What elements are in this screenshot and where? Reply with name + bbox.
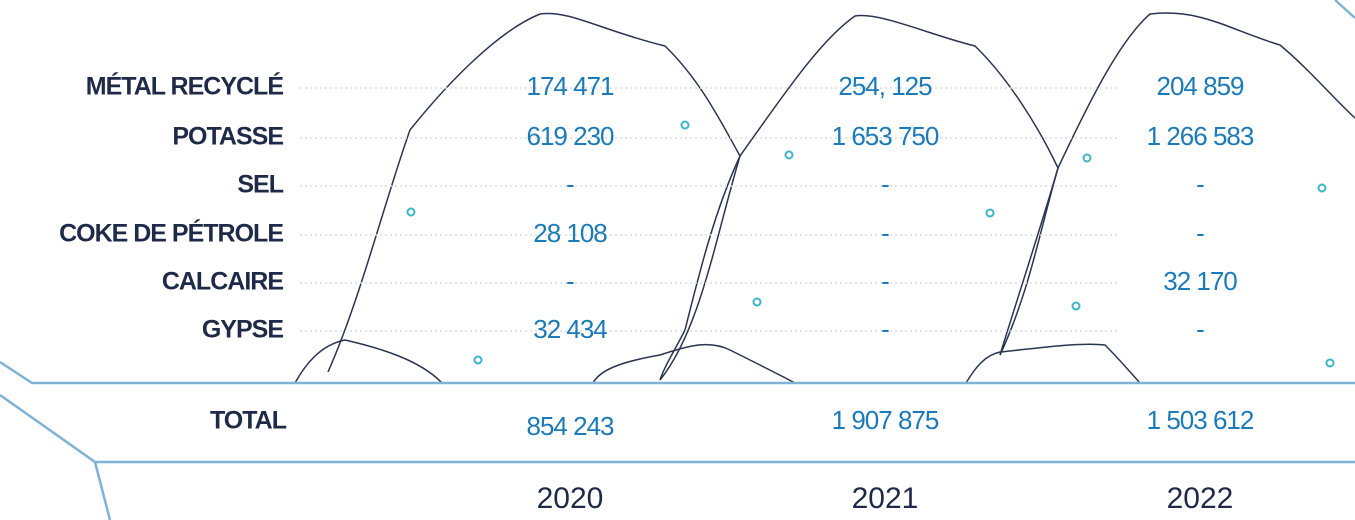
rock xyxy=(327,12,741,381)
bubble xyxy=(680,120,690,130)
row-label: COKE DE PÉTROLE xyxy=(59,219,283,248)
bubble xyxy=(1317,183,1327,193)
row-label: CALCAIRE xyxy=(162,268,283,296)
bubble xyxy=(1082,153,1092,163)
year-label: 2022 xyxy=(1167,482,1234,515)
rock xyxy=(294,339,443,384)
rock xyxy=(659,14,1059,381)
cell-value: - xyxy=(1196,314,1204,344)
bubble xyxy=(985,208,995,218)
cell-value: 32 434 xyxy=(533,314,607,344)
cell-value: - xyxy=(1196,218,1204,248)
cell-value: 28 108 xyxy=(533,218,607,248)
hull-line xyxy=(0,360,1355,385)
cell-value: - xyxy=(881,266,889,296)
bubble xyxy=(473,355,483,365)
cell-value: - xyxy=(566,266,574,296)
row-label: GYPSE xyxy=(202,316,283,344)
total-label: TOTAL xyxy=(210,407,287,435)
row-label: SEL xyxy=(237,171,283,199)
total-value: 1 907 875 xyxy=(832,405,939,435)
cell-value: - xyxy=(881,218,889,248)
cell-value: 32 170 xyxy=(1163,266,1237,296)
cell-value: 1 653 750 xyxy=(832,121,939,151)
cell-value: 254, 125 xyxy=(838,71,932,101)
row-label: MÉTAL RECYCLÉ xyxy=(86,72,284,101)
hull-line xyxy=(1334,0,1355,19)
cell-value: 1 266 583 xyxy=(1147,121,1254,151)
year-label: 2021 xyxy=(852,482,919,515)
bubble xyxy=(1071,301,1081,311)
cell-value: 619 230 xyxy=(527,121,615,151)
table: MÉTAL RECYCLÉ 174 471 254, 125 204 859 POTAS… xyxy=(59,71,1255,515)
bubble xyxy=(406,207,416,217)
cell-value: 174 471 xyxy=(527,71,615,101)
total-value: 854 243 xyxy=(527,411,615,441)
year-label: 2020 xyxy=(537,482,604,515)
total-value: 1 503 612 xyxy=(1147,405,1254,435)
rock xyxy=(965,343,1141,384)
bubble xyxy=(1325,358,1335,368)
cell-value: - xyxy=(881,169,889,199)
cell-value: 204 859 xyxy=(1157,71,1245,101)
rock xyxy=(999,12,1355,356)
hull-line xyxy=(0,393,1355,520)
rock xyxy=(592,343,796,384)
row-label: POTASSE xyxy=(172,123,283,151)
cell-value: - xyxy=(566,169,574,199)
cell-value: - xyxy=(881,314,889,344)
cell-value: - xyxy=(1196,169,1204,199)
bubble xyxy=(752,297,762,307)
bubble xyxy=(784,150,794,160)
